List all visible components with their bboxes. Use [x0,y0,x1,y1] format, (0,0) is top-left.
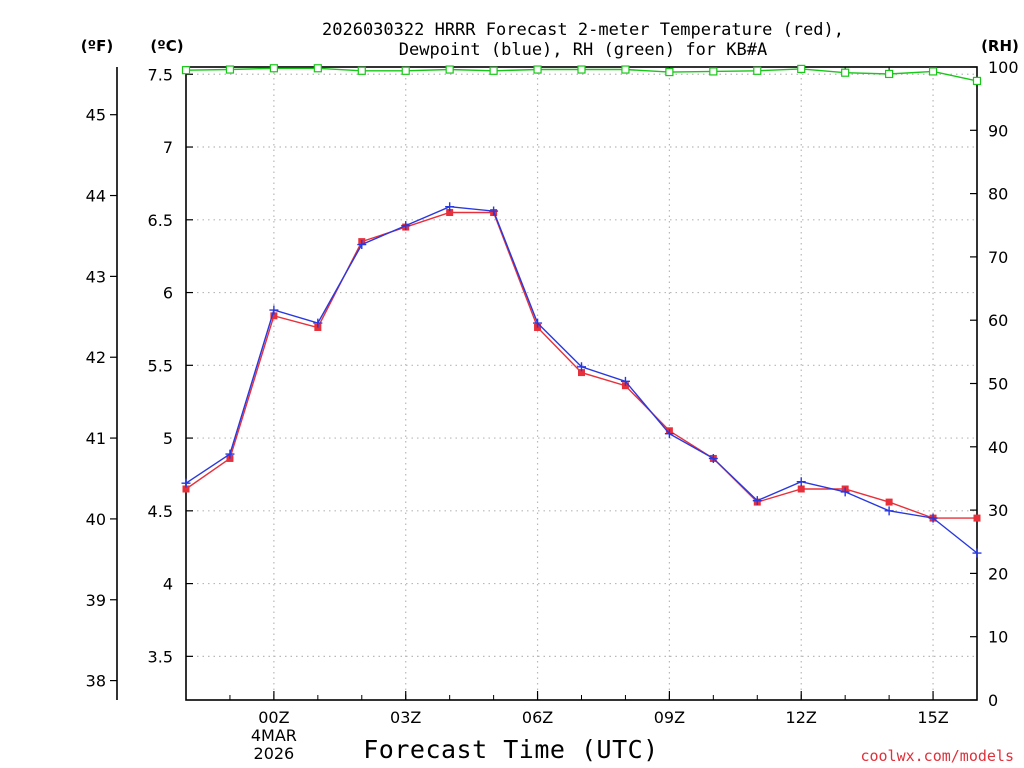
rh-tick-label: 60 [988,311,1008,330]
rh-point [841,68,850,77]
rh-point [225,65,235,74]
dewpoint-point [533,318,543,328]
chart-title-line-2: Dewpoint (blue), RH (green) for KB#A [399,40,767,60]
dewpoint-point [708,453,718,463]
rh-unit-label: (RH) [981,37,1019,55]
series [181,64,982,558]
fahrenheit-tick-label: 44 [86,187,106,206]
dewpoint-point [928,513,938,523]
dewpoint-point [269,305,279,315]
rh-point [972,76,982,86]
rh-tick-label: 40 [988,438,1008,457]
fahrenheit-tick-label: 45 [86,106,106,125]
x-tick-label: 06Z [522,708,553,727]
rh-tick-label: 100 [988,58,1019,77]
celsius-tick-label: 6.5 [148,211,173,230]
dewpoint-point [181,478,191,488]
temperature-point [446,209,454,217]
celsius-tick-label: 6 [163,284,173,303]
dewpoint-point [620,376,630,386]
fahrenheit-tick-label: 43 [86,267,106,286]
grid [186,67,977,700]
x-tick-sublabel: 2026 [254,744,295,763]
dewpoint-point [445,202,455,212]
plot-frame [185,66,978,701]
fahrenheit-unit-label: (ºF) [81,37,113,55]
temperature-point [182,485,190,493]
x-tick-label: 03Z [390,708,421,727]
fahrenheit-tick-label: 39 [86,591,106,610]
rh-point [928,67,938,76]
rh-point [797,64,806,73]
dewpoint-point [884,506,894,516]
rh-point [357,66,366,75]
celsius-tick-label: 4.5 [148,502,173,521]
celsius-tick-label: 4 [163,575,173,594]
dewpoint-point [357,240,367,250]
rh-point [313,64,322,73]
rh-point [753,66,762,75]
dewpoint-point [577,362,586,372]
rh-tick-label: 90 [988,121,1008,140]
rh-point [269,64,278,73]
rh-point [489,66,498,75]
temperature-point [270,312,278,320]
rh-point [709,67,718,76]
dewpoint-line [185,205,978,554]
celsius-tick-label: 7.5 [148,65,173,84]
dewpoint-point [664,429,674,439]
rh-tick-label: 70 [988,248,1008,267]
temperature-point [885,498,893,506]
rh-point [577,65,586,74]
x-tick-label: 09Z [654,708,685,727]
celsius-tick-label: 5 [163,429,173,448]
fahrenheit-tick-label: 38 [86,672,106,691]
temperature-point [973,514,981,522]
rh-point [533,65,542,74]
x-tick-sublabel: 4MAR [251,726,297,745]
x-axis-title: Forecast Time (UTC) [363,735,658,764]
celsius-tick-label: 7 [163,138,173,157]
x-tick-label: 00Z [258,708,289,727]
celsius-tick-label: 3.5 [148,647,173,666]
temperature-point [797,485,805,493]
fahrenheit-tick-label: 42 [86,348,106,367]
dewpoint-point [972,548,982,558]
fahrenheit-tick-label: 41 [86,429,106,448]
rh-point [445,65,454,74]
dewpoint-point [796,477,806,487]
rh-tick-label: 80 [988,185,1008,204]
rh-point [665,67,674,77]
dewpoint-point [401,221,411,231]
rh-point [401,66,410,75]
dewpoint-point [752,496,762,506]
temperature-point [578,369,585,377]
rh-tick-label: 20 [988,564,1008,583]
rh-tick-label: 50 [988,375,1008,394]
rh-point [181,66,191,75]
celsius-tick-label: 5.5 [148,356,173,375]
rh-tick-label: 0 [988,691,998,710]
credit-label: coolwx.com/models [860,747,1014,765]
x-tick-label: 12Z [786,708,817,727]
rh-point [621,65,630,74]
dewpoint-point [489,206,499,216]
chart-title-line-1: 2026030322 HRRR Forecast 2-meter Tempera… [322,20,844,40]
fahrenheit-tick-label: 40 [86,510,106,529]
rh-tick-label: 10 [988,628,1008,647]
dewpoint-point [840,487,850,497]
rh-tick-label: 30 [988,501,1008,520]
dewpoint-point [313,318,323,328]
celsius-unit-label: (ºC) [150,37,183,55]
x-tick-label: 15Z [917,708,948,727]
dewpoint-point [225,449,235,459]
rh-point [885,69,894,79]
